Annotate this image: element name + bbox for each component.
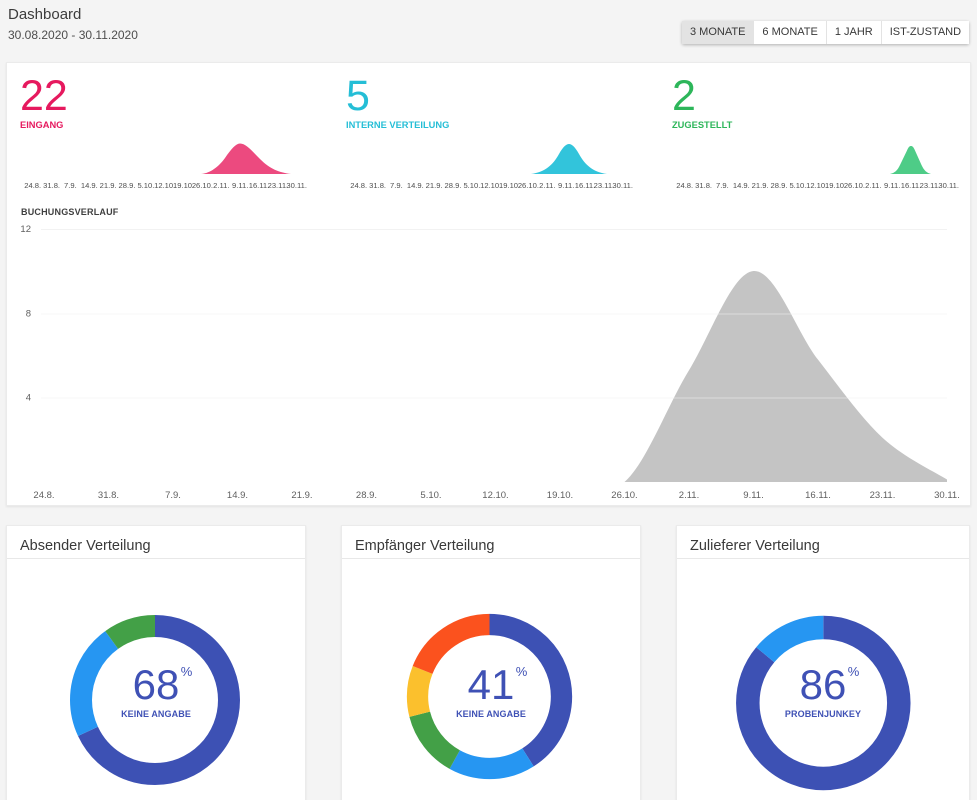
- svg-text:30.11.: 30.11.: [934, 490, 960, 501]
- svg-text:5.10.: 5.10.: [420, 490, 441, 501]
- svg-text:24.8.: 24.8.: [33, 490, 54, 501]
- svg-text:7.9.: 7.9.: [165, 490, 181, 501]
- svg-text:16.11.: 16.11.: [805, 490, 831, 501]
- svg-text:2.11.: 2.11.: [679, 490, 699, 501]
- svg-text:12.10.: 12.10.: [482, 490, 508, 501]
- svg-text:28.9.: 28.9.: [356, 490, 377, 501]
- svg-text:4: 4: [26, 393, 31, 404]
- svg-text:19.10.: 19.10.: [547, 490, 573, 501]
- svg-text:14.9.: 14.9.: [227, 490, 248, 501]
- svg-text:21.9.: 21.9.: [291, 490, 312, 501]
- svg-text:8: 8: [26, 309, 31, 320]
- svg-text:9.11.: 9.11.: [743, 490, 763, 501]
- svg-text:26.10.: 26.10.: [611, 490, 637, 501]
- svg-text:23.11.: 23.11.: [870, 490, 896, 501]
- svg-text:12: 12: [20, 224, 31, 235]
- svg-text:31.8.: 31.8.: [98, 490, 119, 501]
